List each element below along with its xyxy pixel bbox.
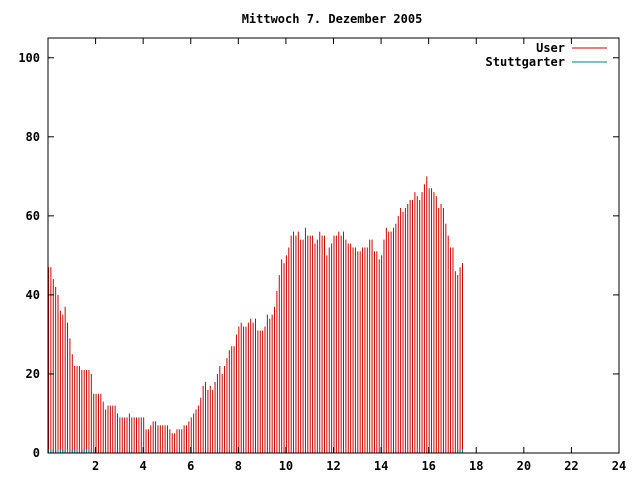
legend-stuttgarter-label: Stuttgarter [486,55,565,69]
y-tick-label: 80 [26,130,40,144]
legend: User Stuttgarter [486,41,607,69]
x-tick-label: 24 [612,459,626,473]
y-tick-label: 40 [26,288,40,302]
bars-layer [48,176,463,453]
y-tick-label: 60 [26,209,40,223]
x-tick-label: 2 [92,459,99,473]
y-tick-label: 20 [26,367,40,381]
x-tick-label: 6 [187,459,194,473]
x-tick-label: 14 [374,459,388,473]
x-tick-label: 8 [235,459,242,473]
x-tick-label: 20 [517,459,531,473]
x-tick-label: 22 [564,459,578,473]
x-tick-label: 10 [279,459,293,473]
series-0-bars [48,176,463,453]
y-tick-label: 0 [33,446,40,460]
x-tick-label: 16 [421,459,435,473]
x-tick-label: 18 [469,459,483,473]
legend-user-label: User [536,41,565,55]
chart-title: Mittwoch 7. Dezember 2005 [242,12,423,26]
y-tick-label: 100 [18,51,40,65]
x-tick-label: 12 [326,459,340,473]
x-tick-label: 4 [140,459,147,473]
